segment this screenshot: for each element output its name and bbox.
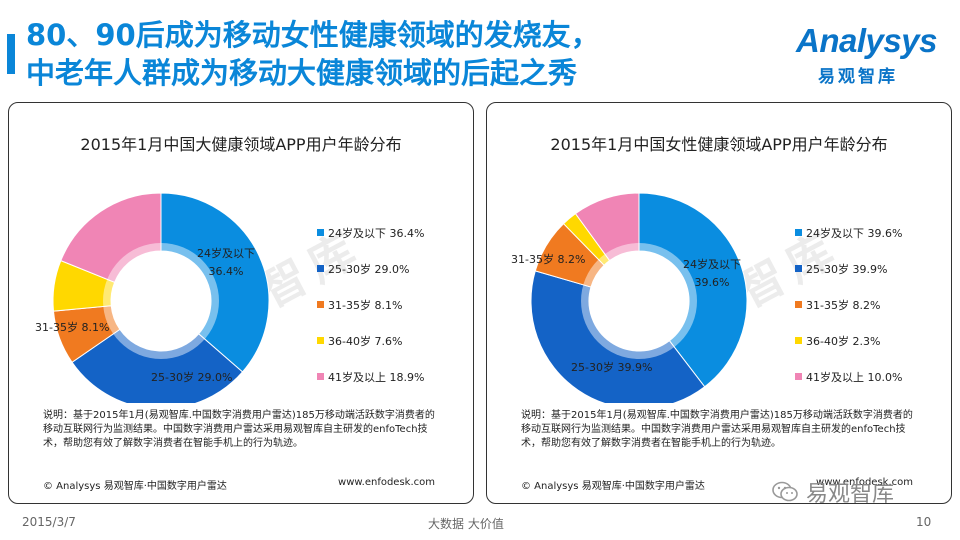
legend-swatch (795, 229, 802, 236)
legend-swatch (317, 337, 324, 344)
legend-item: 25-30岁 39.9% (795, 261, 887, 277)
chart-panel-female: 易观智库 2015年1月中国女性健康领域APP用户年龄分布 24岁及以下 39.… (486, 102, 952, 504)
logo-subtitle: 易观智库 (818, 67, 898, 87)
wechat-name: 易观智库 (806, 482, 895, 507)
title-accent-bar (7, 34, 15, 74)
wechat-icon (772, 481, 798, 502)
legend-item: 31-35岁 8.2% (795, 297, 880, 313)
legend-label: 41岁及以上 18.9% (328, 371, 425, 384)
legend-label: 36-40岁 2.3% (806, 335, 881, 348)
wechat-badge: 易观智库 (772, 476, 894, 508)
legend-item: 24岁及以下 36.4% (317, 225, 424, 241)
analysys-logo: Analysys 易观智库 (796, 22, 946, 87)
legend-label: 36-40岁 7.6% (328, 335, 403, 348)
legend-label: 25-30岁 29.0% (328, 263, 410, 276)
legend-label: 24岁及以下 39.6% (806, 227, 903, 240)
legend-swatch (317, 229, 324, 236)
legend-label: 24岁及以下 36.4% (328, 227, 425, 240)
slice-label: 25-30岁 29.0% (151, 371, 233, 384)
donut-hole (589, 251, 689, 351)
slice-label: 31-35岁 8.2% (511, 253, 586, 266)
legend-swatch (795, 265, 802, 272)
slide-date: 2015/3/7 (22, 515, 76, 529)
donut-hole (111, 251, 211, 351)
source-url: www.enfodesk.com (816, 477, 913, 488)
donut-chart (52, 192, 270, 403)
legend-label: 25-30岁 39.9% (806, 263, 888, 276)
page-title-line-1: 80、90后成为移动女性健康领域的发烧友， (26, 18, 600, 52)
legend-label: 31-35岁 8.2% (806, 299, 881, 312)
page-title-line-2: 中老年人群成为移动大健康领域的后起之秀 (26, 56, 578, 90)
chart-note: 说明：基于2015年1月(易观智库.中国数字消费用户雷达)185万移动端活跃数字… (521, 410, 913, 449)
chart-title: 2015年1月中国大健康领域APP用户年龄分布 (80, 135, 402, 154)
source-url: www.enfodesk.com (338, 477, 435, 488)
slice-label: 31-35岁 8.1% (35, 321, 110, 334)
legend-item: 31-35岁 8.1% (317, 297, 402, 313)
slice-label: 24岁及以下 39.6% (683, 258, 741, 289)
slice-label: 25-30岁 39.9% (571, 361, 653, 374)
donut-chart (530, 192, 748, 403)
page-number: 10 (916, 515, 932, 529)
legend-item: 25-30岁 29.0% (317, 261, 409, 277)
page-title: 80、90后成为移动女性健康领域的发烧友， 中老年人群成为移动大健康领域的后起之… (26, 16, 766, 92)
legend-swatch (317, 301, 324, 308)
chart-panel-overall: 易观智库 2015年1月中国大健康领域APP用户年龄分布 24岁及以下 36.4… (8, 102, 474, 504)
legend-swatch (795, 301, 802, 308)
legend-swatch (795, 337, 802, 344)
legend-label: 31-35岁 8.1% (328, 299, 403, 312)
legend-item: 41岁及以上 18.9% (317, 369, 424, 385)
slice-label: 24岁及以下 36.4% (197, 247, 255, 278)
donut-slice-1 (638, 192, 748, 388)
slide-slogan: 大数据 大价值 (428, 517, 504, 531)
legend-item: 24岁及以下 39.6% (795, 225, 902, 241)
donut-slice-2 (530, 270, 706, 403)
legend-label: 41岁及以上 10.0% (806, 371, 903, 384)
source-credit: © Analysys 易观智库·中国数字用户雷达 (43, 481, 227, 492)
source-credit: © Analysys 易观智库·中国数字用户雷达 (521, 481, 705, 492)
logo-wordmark: Analysys (796, 22, 937, 59)
chart-title: 2015年1月中国女性健康领域APP用户年龄分布 (550, 135, 888, 154)
legend-swatch (795, 373, 802, 380)
legend-item: 41岁及以上 10.0% (795, 369, 902, 385)
legend-item: 36-40岁 7.6% (317, 333, 402, 349)
chart-note: 说明：基于2015年1月(易观智库.中国数字消费用户雷达)185万移动端活跃数字… (43, 410, 435, 449)
legend-swatch (317, 373, 324, 380)
legend-item: 36-40岁 2.3% (795, 333, 880, 349)
legend-swatch (317, 265, 324, 272)
